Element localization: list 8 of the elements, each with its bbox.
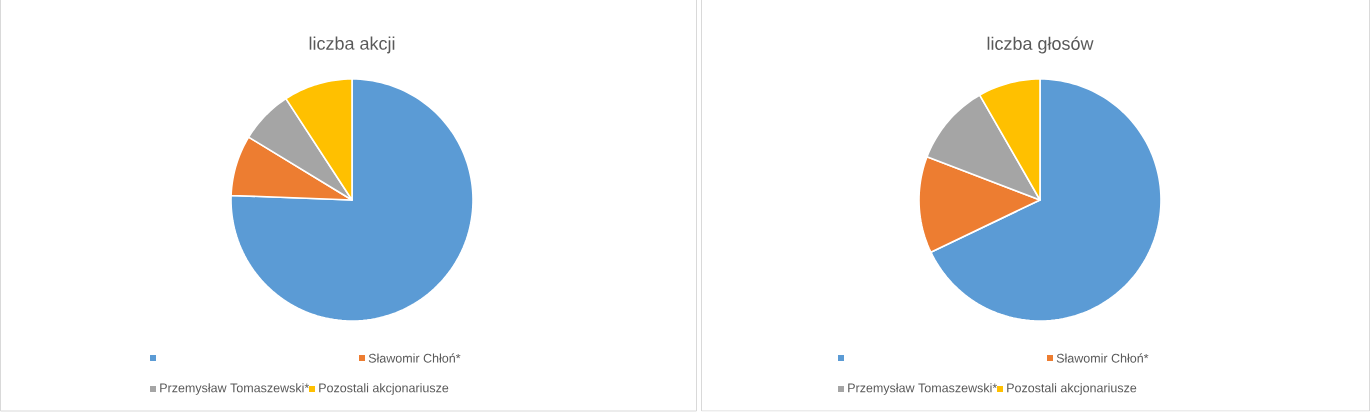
chart-title: liczba akcji — [309, 36, 395, 54]
legend-label: Przemysław Tomaszewski* — [160, 383, 310, 395]
legend-label: Pozostali akcjonariusze — [319, 383, 449, 395]
legend-label: Pozostali akcjonariusze — [1007, 383, 1137, 395]
chart-title: liczba głosów — [987, 36, 1094, 54]
legend-label: Przemysław Tomaszewski* — [848, 383, 998, 395]
legend-label: Sławomir Chłoń* — [368, 353, 461, 363]
legend-label: Sławomir Chłoń* — [1056, 353, 1149, 363]
